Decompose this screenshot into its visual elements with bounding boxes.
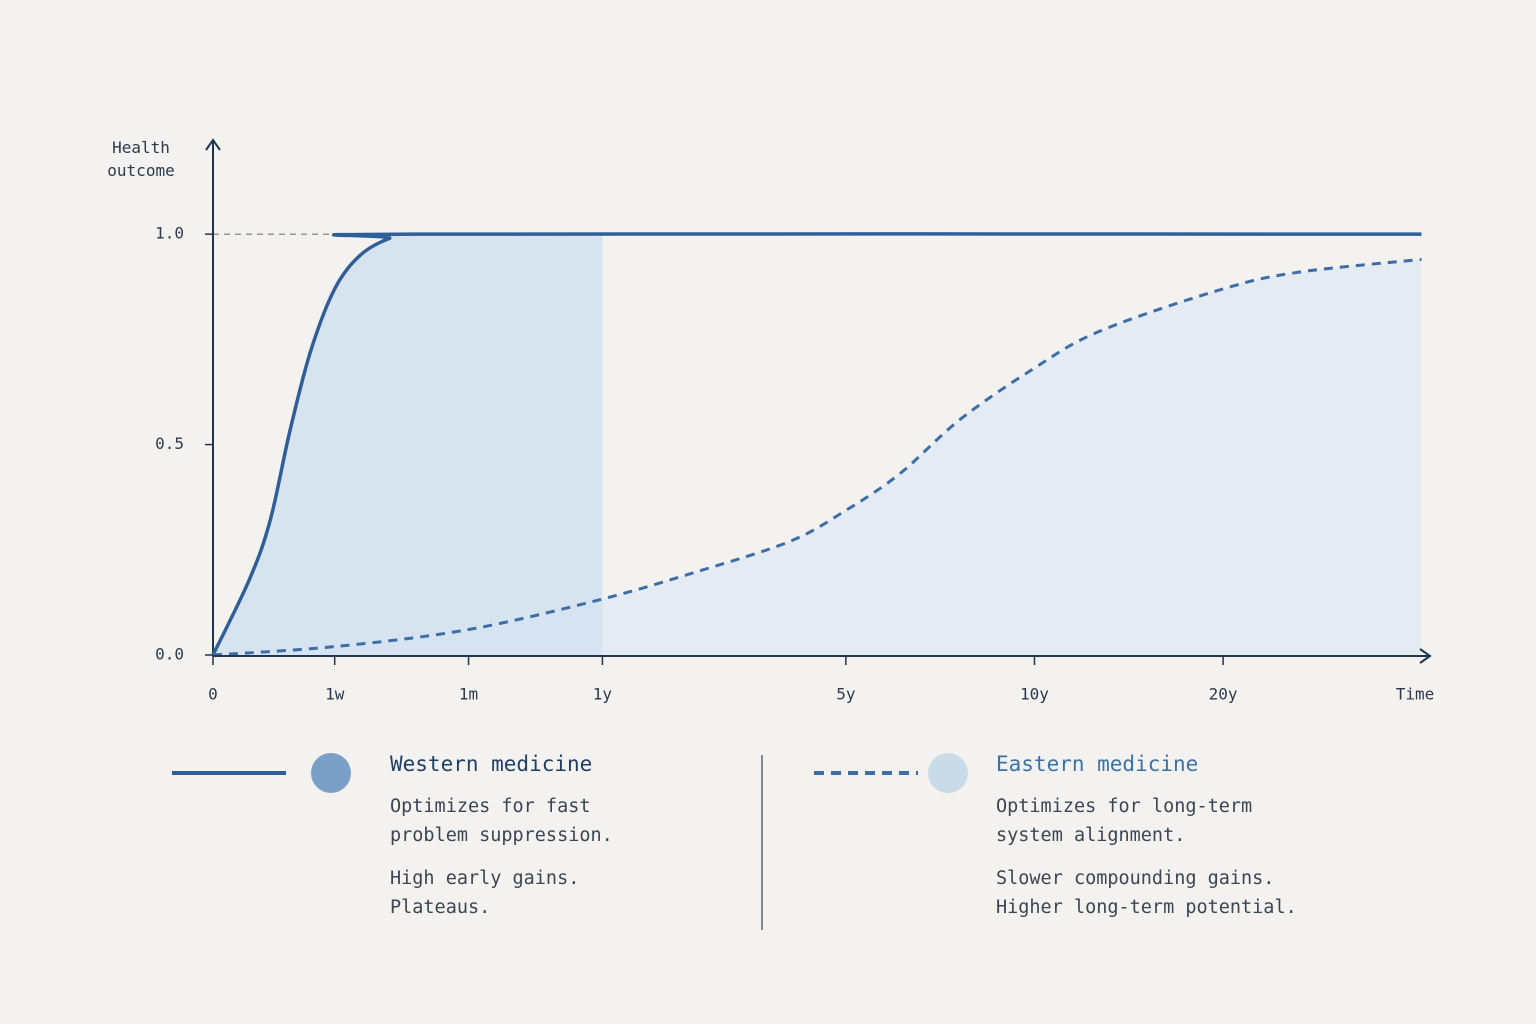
y-axis-label: Health outcome: [107, 138, 175, 180]
x-axis-arrow: [1419, 648, 1432, 664]
area: [213, 259, 1422, 655]
series-line: [212, 257, 1422, 657]
legend-marker: [928, 753, 968, 793]
x-tick-label: 1w: [325, 685, 345, 704]
y-tick-label: 1.0: [155, 224, 184, 243]
legend-name: Western medicine: [390, 752, 593, 776]
legend-entry: Eastern medicine Optimizes for long-term…: [996, 752, 1297, 936]
series-line: [211, 232, 1422, 656]
x-tick-label: 5y: [836, 685, 856, 704]
legend-text: Optimizes for fast problem suppression.: [390, 796, 613, 846]
legend-text: Optimizes for long-term system alignment…: [996, 796, 1253, 846]
x-axis-label: Time: [1396, 685, 1435, 704]
area: [213, 233, 603, 655]
legend-entry: Western medicine Optimizes for fast prob…: [390, 752, 621, 936]
y-tick-label: 0.5: [155, 434, 184, 453]
legend-name: Eastern medicine: [996, 752, 1199, 776]
legend-text: Slower compounding gains. Higher long-te…: [996, 868, 1297, 918]
x-tick-label: 1y: [593, 685, 613, 704]
x-tick-label: 0: [208, 685, 218, 704]
x-tick-label: 10y: [1020, 685, 1049, 704]
legend-text: High early gains. Plateaus.: [390, 868, 580, 918]
y-tick-label: 0.0: [155, 645, 184, 664]
x-tick-label: 1m: [459, 685, 478, 704]
y-axis-arrow: [205, 138, 221, 151]
x-tick-label: 20y: [1209, 685, 1238, 704]
legend-marker: [311, 753, 351, 793]
